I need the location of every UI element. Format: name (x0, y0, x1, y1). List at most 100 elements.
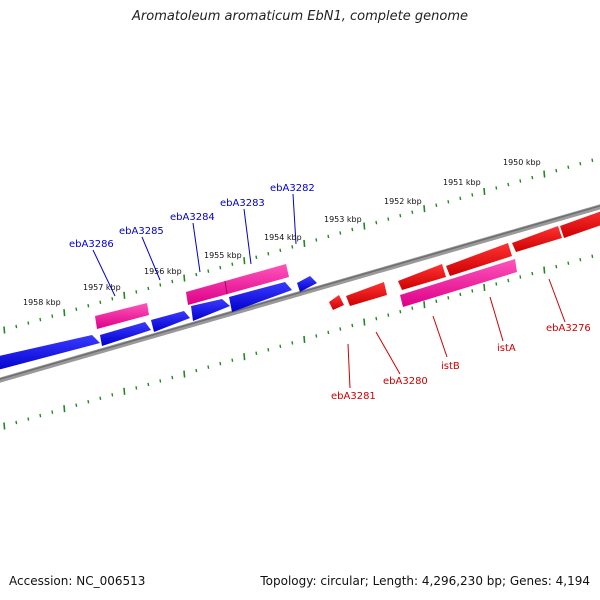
inner-ruler-tick (399, 309, 402, 314)
inner-ruler-tick (531, 271, 534, 276)
inner-ruler-tick (495, 282, 498, 286)
gene-ebA3277-arrow (512, 226, 562, 252)
outer-ruler-tick (375, 220, 378, 225)
pink-gene-1 (95, 303, 149, 329)
inner-ruler-tick (63, 405, 66, 413)
inner-ruler-tick (87, 400, 90, 404)
outer-ruler-tick (135, 290, 138, 294)
inner-ruler-tick (423, 301, 426, 309)
gene-label-ebA3281[interactable]: ebA3281 (331, 391, 376, 402)
gene-label-istA[interactable]: istA (497, 343, 516, 354)
outer-ruler-tick (483, 187, 486, 195)
inner-ruler-tick (471, 289, 474, 293)
inner-ruler-tick (339, 327, 342, 331)
inner-ruler-tick (447, 296, 450, 300)
outer-ruler-tick (495, 186, 498, 190)
gene-label-ebA3280[interactable]: ebA3280 (383, 376, 428, 387)
gene-label-ebA3276[interactable]: ebA3276 (546, 323, 591, 334)
kbp-label-1957: 1957 kbp (83, 283, 121, 292)
outer-ruler-tick (555, 168, 558, 173)
outer-ruler-tick (459, 196, 462, 201)
inner-ruler-tick (171, 375, 174, 380)
inner-ruler-tick (231, 358, 234, 362)
gene-ebA3282-arrow (229, 282, 292, 312)
outer-ruler-tick (471, 193, 474, 197)
gene-small-forward-arrow (297, 276, 317, 292)
outer-ruler-tick (147, 286, 150, 291)
inner-ruler-tick (147, 382, 150, 387)
gene-ebA3276-arrow (560, 211, 600, 238)
inner-ruler-tick (219, 361, 222, 366)
outer-ruler-tick (111, 297, 114, 301)
inner-ruler-tick (303, 335, 306, 343)
outer-ruler-tick (267, 252, 270, 256)
inner-ruler-tick (327, 330, 330, 335)
inner-ruler-tick (255, 351, 258, 355)
inner-ruler-tick (435, 299, 438, 304)
outer-ruler-tick (507, 182, 510, 187)
label-leader-lines (92, 193, 566, 389)
kbp-label-1955: 1955 kbp (204, 251, 242, 260)
inner-ruler-tick (363, 318, 366, 326)
kbp-label-1953: 1953 kbp (324, 215, 362, 224)
outer-ruler-tick (567, 165, 570, 169)
outer-ruler-tick (579, 161, 582, 166)
inner-ruler-tick (51, 410, 54, 414)
inner-ruler-tick (159, 379, 162, 383)
inner-ruler-tick (15, 420, 18, 425)
outer-ruler-tick (519, 179, 522, 183)
pink-gene-3 (400, 259, 517, 307)
inner-ruler-tick (27, 417, 30, 421)
outer-ruler-tick (255, 255, 258, 259)
inner-ruler-tick (519, 275, 522, 279)
kbp-label-1950: 1950 kbp (503, 158, 541, 167)
inner-ruler-tick (459, 292, 462, 297)
outer-ruler-tick (75, 307, 78, 311)
inner-ruler-tick (543, 266, 546, 274)
outer-ruler-tick (591, 158, 594, 162)
inner-ruler-tick (567, 261, 570, 265)
inner-ruler-tick (351, 323, 354, 328)
gene-ebA3283-arrow (191, 299, 230, 321)
outer-pink-genes (95, 264, 289, 329)
inner-ruler-tick (99, 396, 102, 401)
inner-pink-genes (400, 259, 517, 307)
inner-ruler-ticks (3, 254, 594, 430)
forward-strand-genes (0, 276, 317, 370)
genome-summary-label: Topology: circular; Length: 4,296,230 bp… (260, 574, 590, 588)
inner-ruler-tick (3, 422, 6, 430)
outer-ruler-tick (159, 283, 162, 287)
gene-label-ebA3284[interactable]: ebA3284 (170, 212, 215, 223)
inner-ruler-tick (387, 313, 390, 317)
genome-backbone (0, 204, 600, 383)
outer-ruler-tick (3, 326, 6, 334)
outer-ruler-tick (219, 265, 222, 270)
gene-label-ebA3285[interactable]: ebA3285 (119, 226, 164, 237)
kbp-label-1952: 1952 kbp (384, 197, 422, 206)
inner-ruler-tick (243, 353, 246, 361)
outer-ruler-tick (447, 200, 450, 204)
page-title: Aromatoleum aromaticum EbN1, complete ge… (132, 9, 468, 24)
gene-istA-arrow (446, 243, 512, 276)
kbp-label-1956: 1956 kbp (144, 267, 182, 276)
inner-ruler-tick (183, 370, 186, 378)
outer-ruler-tick (423, 205, 426, 213)
outer-ruler-tick (387, 217, 390, 221)
inner-ruler-tick (579, 257, 582, 262)
outer-ruler-tick (27, 321, 30, 325)
inner-ruler-tick (591, 254, 594, 258)
outer-ruler-ticks (3, 158, 594, 334)
reverse-gene-labels: ebA3281 ebA3280 istB istA ebA3276 (331, 323, 591, 402)
gene-label-ebA3282[interactable]: ebA3282 (270, 183, 315, 194)
outer-ruler-tick (243, 257, 246, 265)
gene-label-istB[interactable]: istB (441, 361, 460, 372)
gene-label-ebA3286[interactable]: ebA3286 (69, 239, 114, 250)
outer-ruler-tick (543, 170, 546, 178)
inner-ruler-tick (483, 283, 486, 291)
outer-ruler-tick (87, 304, 90, 308)
outer-ruler-tick (351, 227, 354, 232)
kbp-label-1951: 1951 kbp (443, 178, 481, 187)
outer-ruler-tick (327, 234, 330, 239)
gene-label-ebA3283[interactable]: ebA3283 (220, 198, 265, 209)
gene-ebA3281-arrow (329, 295, 344, 310)
